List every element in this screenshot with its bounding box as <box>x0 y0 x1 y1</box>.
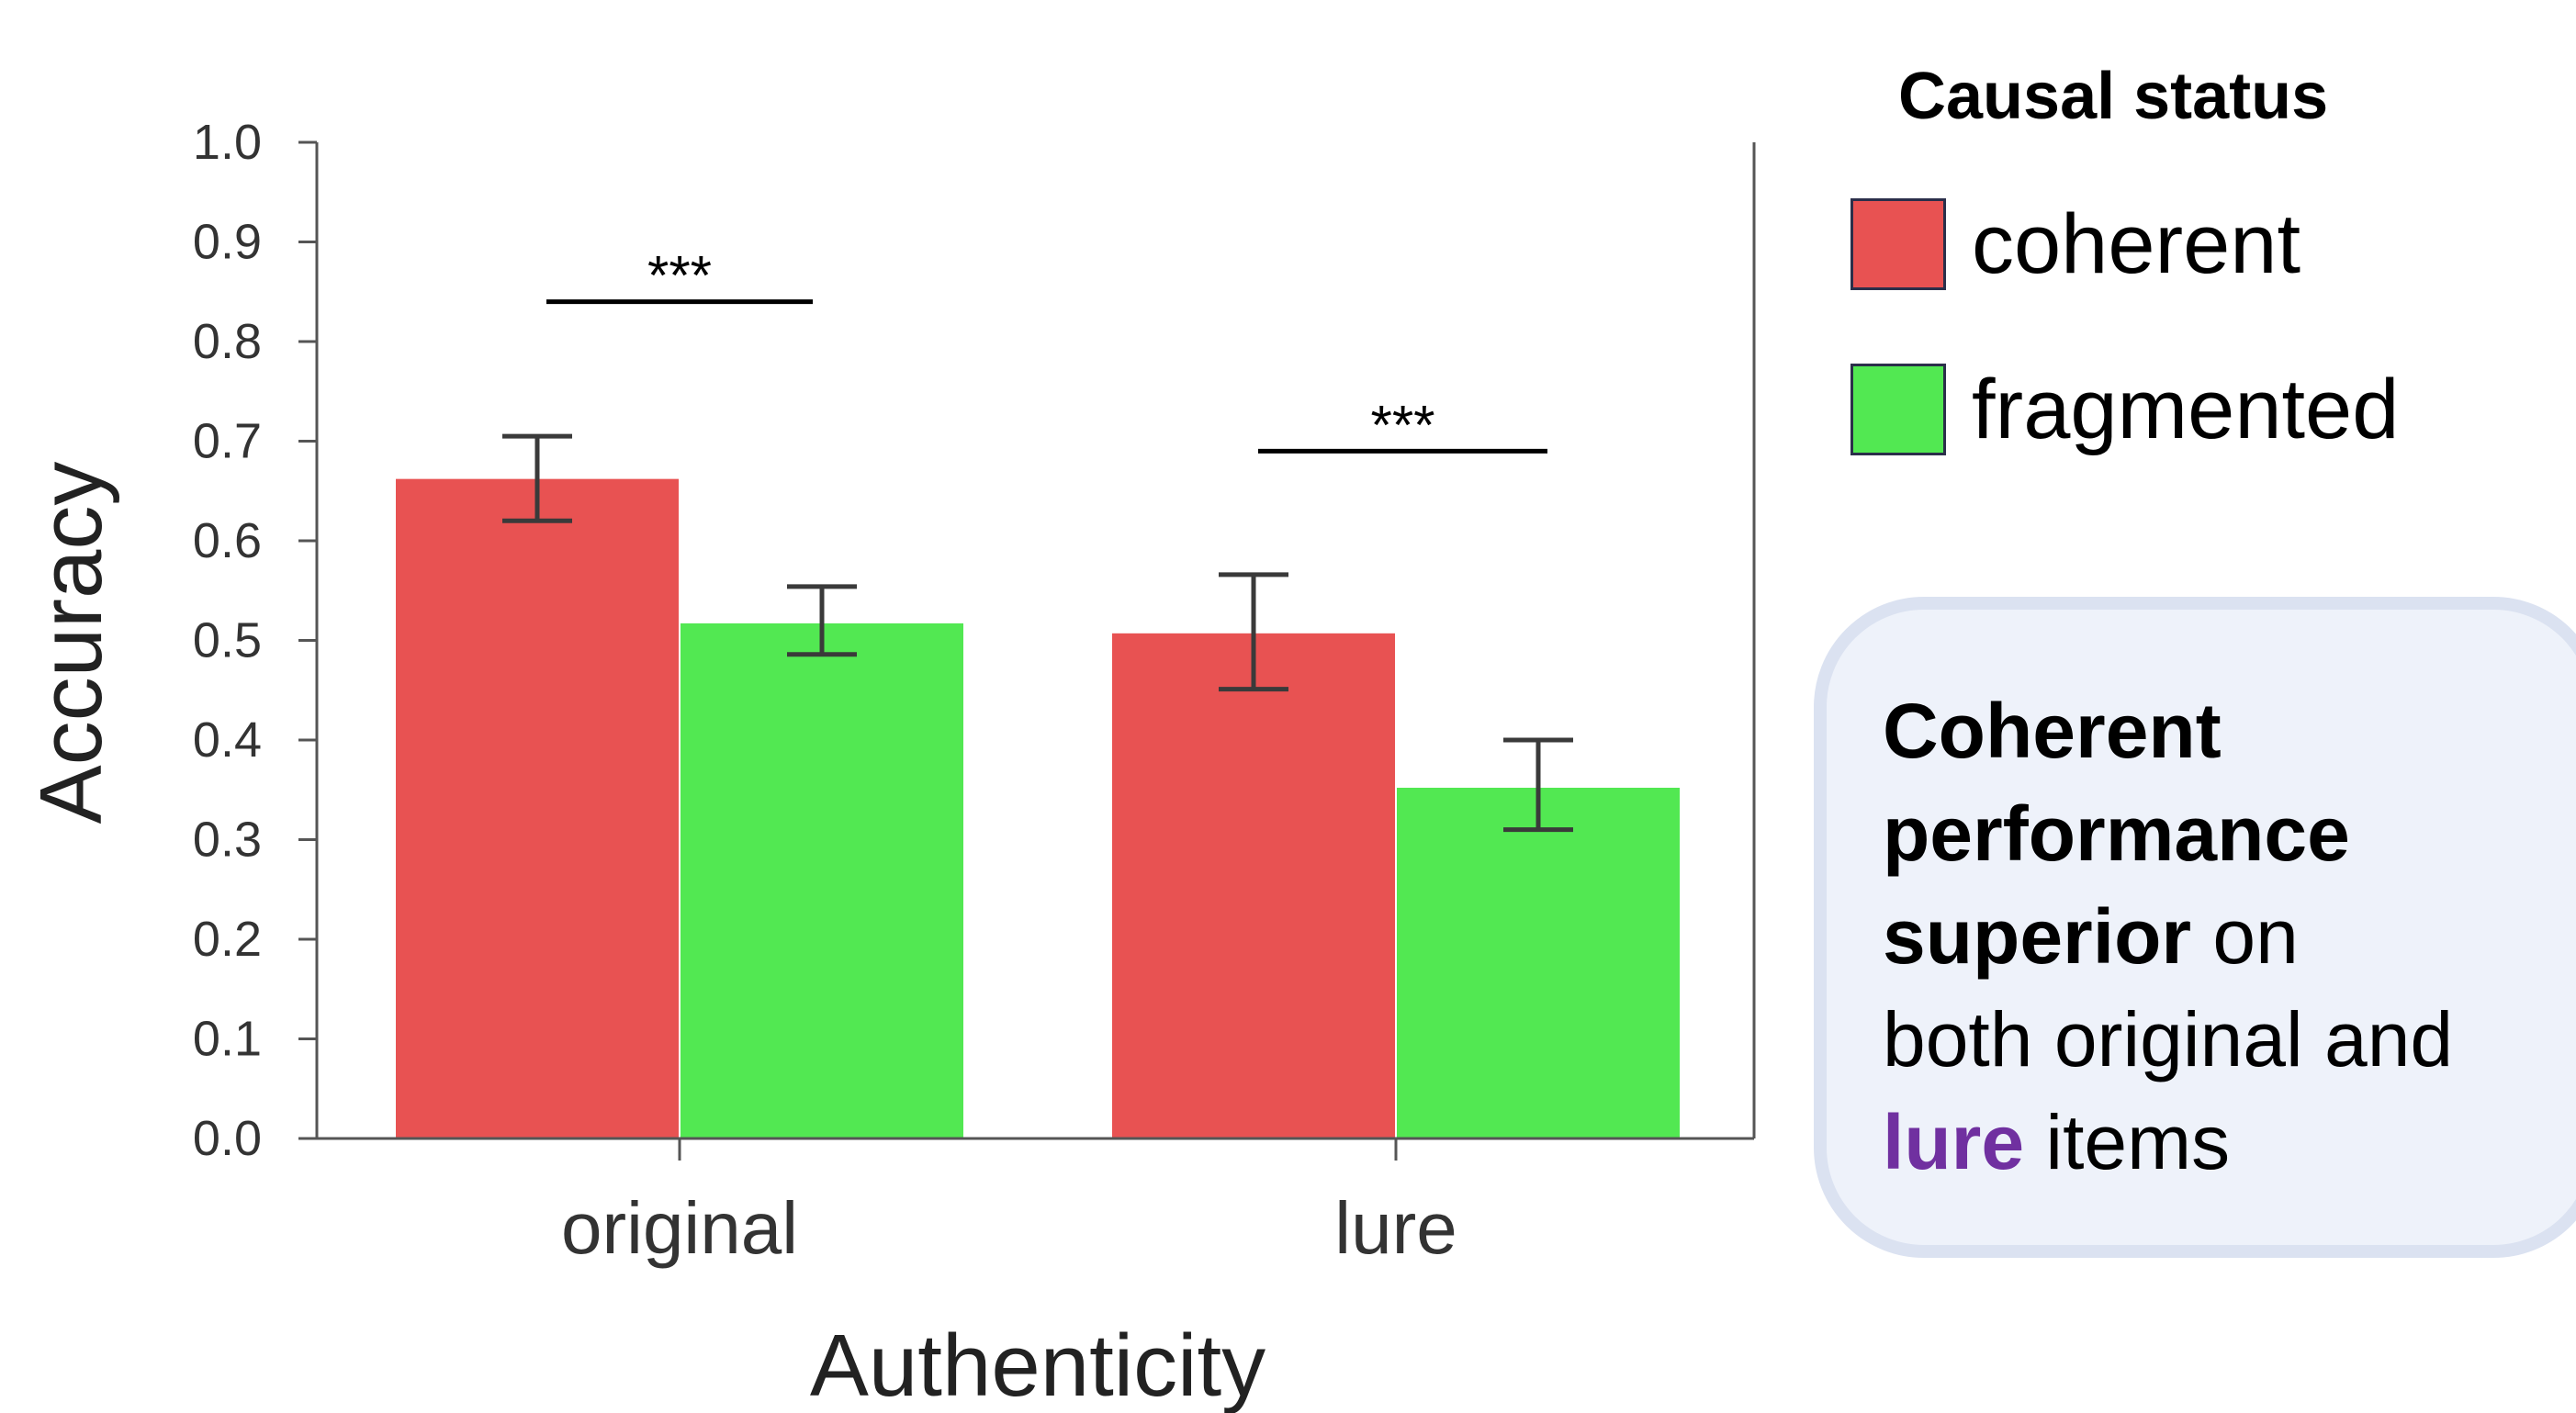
x-tick-label-original: original <box>561 1187 798 1269</box>
y-tick-label: 0.1 <box>193 1012 262 1067</box>
y-tick-label: 0.9 <box>193 215 262 270</box>
bars <box>394 477 1682 1139</box>
bar-fragmented-lure <box>1395 785 1682 1139</box>
callout-text-4: both original and <box>1883 996 2454 1082</box>
callout-box <box>1814 597 2576 1258</box>
x-tick-label-lure: lure <box>1334 1187 1457 1269</box>
significance-markers: *** *** <box>546 245 1547 455</box>
legend-item-fragmented: fragmented <box>1850 362 2400 456</box>
y-axis-label: Accuracy <box>22 462 120 824</box>
y-tick-label: 0.2 <box>193 912 262 967</box>
error-bar-fragmented-original <box>787 584 857 657</box>
x-axis-label: Authenticity <box>810 1317 1266 1413</box>
y-tick-label: 0.3 <box>193 813 262 868</box>
legend-title: Causal status <box>1898 60 2329 133</box>
bar-coherent-original <box>394 477 681 1139</box>
callout-bold-2: performance <box>1883 791 2350 877</box>
legend-swatch-fragmented <box>1850 364 1946 455</box>
y-tick-label: 1.0 <box>193 115 262 170</box>
callout-text-5: items <box>2024 1099 2231 1185</box>
legend-swatch-coherent <box>1850 198 1946 290</box>
callout-text-3: on <box>2191 893 2299 980</box>
error-bar-coherent-original <box>502 433 572 523</box>
y-tick-label: 0.8 <box>193 314 262 369</box>
y-tick-label: 0.0 <box>193 1111 262 1166</box>
x-axis-ticks: original lure <box>561 1138 1457 1269</box>
callout-bold-3: superior <box>1883 893 2192 980</box>
error-bar-coherent-lure <box>1219 572 1288 692</box>
bar-fragmented-original <box>679 621 965 1139</box>
callout-highlight-lure: lure <box>1883 1099 2025 1185</box>
legend-label-fragmented: fragmented <box>1972 362 2400 456</box>
y-tick-label: 0.7 <box>193 414 262 469</box>
axes <box>298 142 1756 1140</box>
callout-bold-1: Coherent <box>1883 688 2222 774</box>
y-axis-ticks: 0.0 0.1 0.2 0.3 0.4 0.5 0.6 0.7 0.8 0.9 1.0 <box>193 115 317 1166</box>
error-bars <box>502 433 1573 833</box>
error-bar-fragmented-lure <box>1503 737 1573 833</box>
y-tick-label: 0.6 <box>193 513 262 568</box>
bar-coherent-lure <box>1110 631 1397 1139</box>
legend-item-coherent: coherent <box>1850 196 2301 291</box>
significance-label-lure: *** <box>1370 394 1434 455</box>
y-tick-label: 0.4 <box>193 712 262 768</box>
significance-label-original: *** <box>647 245 712 307</box>
callout-text: Coherent performance superior on both or… <box>1883 679 2562 1194</box>
y-tick-label: 0.5 <box>193 613 262 668</box>
legend-label-coherent: coherent <box>1972 196 2301 291</box>
